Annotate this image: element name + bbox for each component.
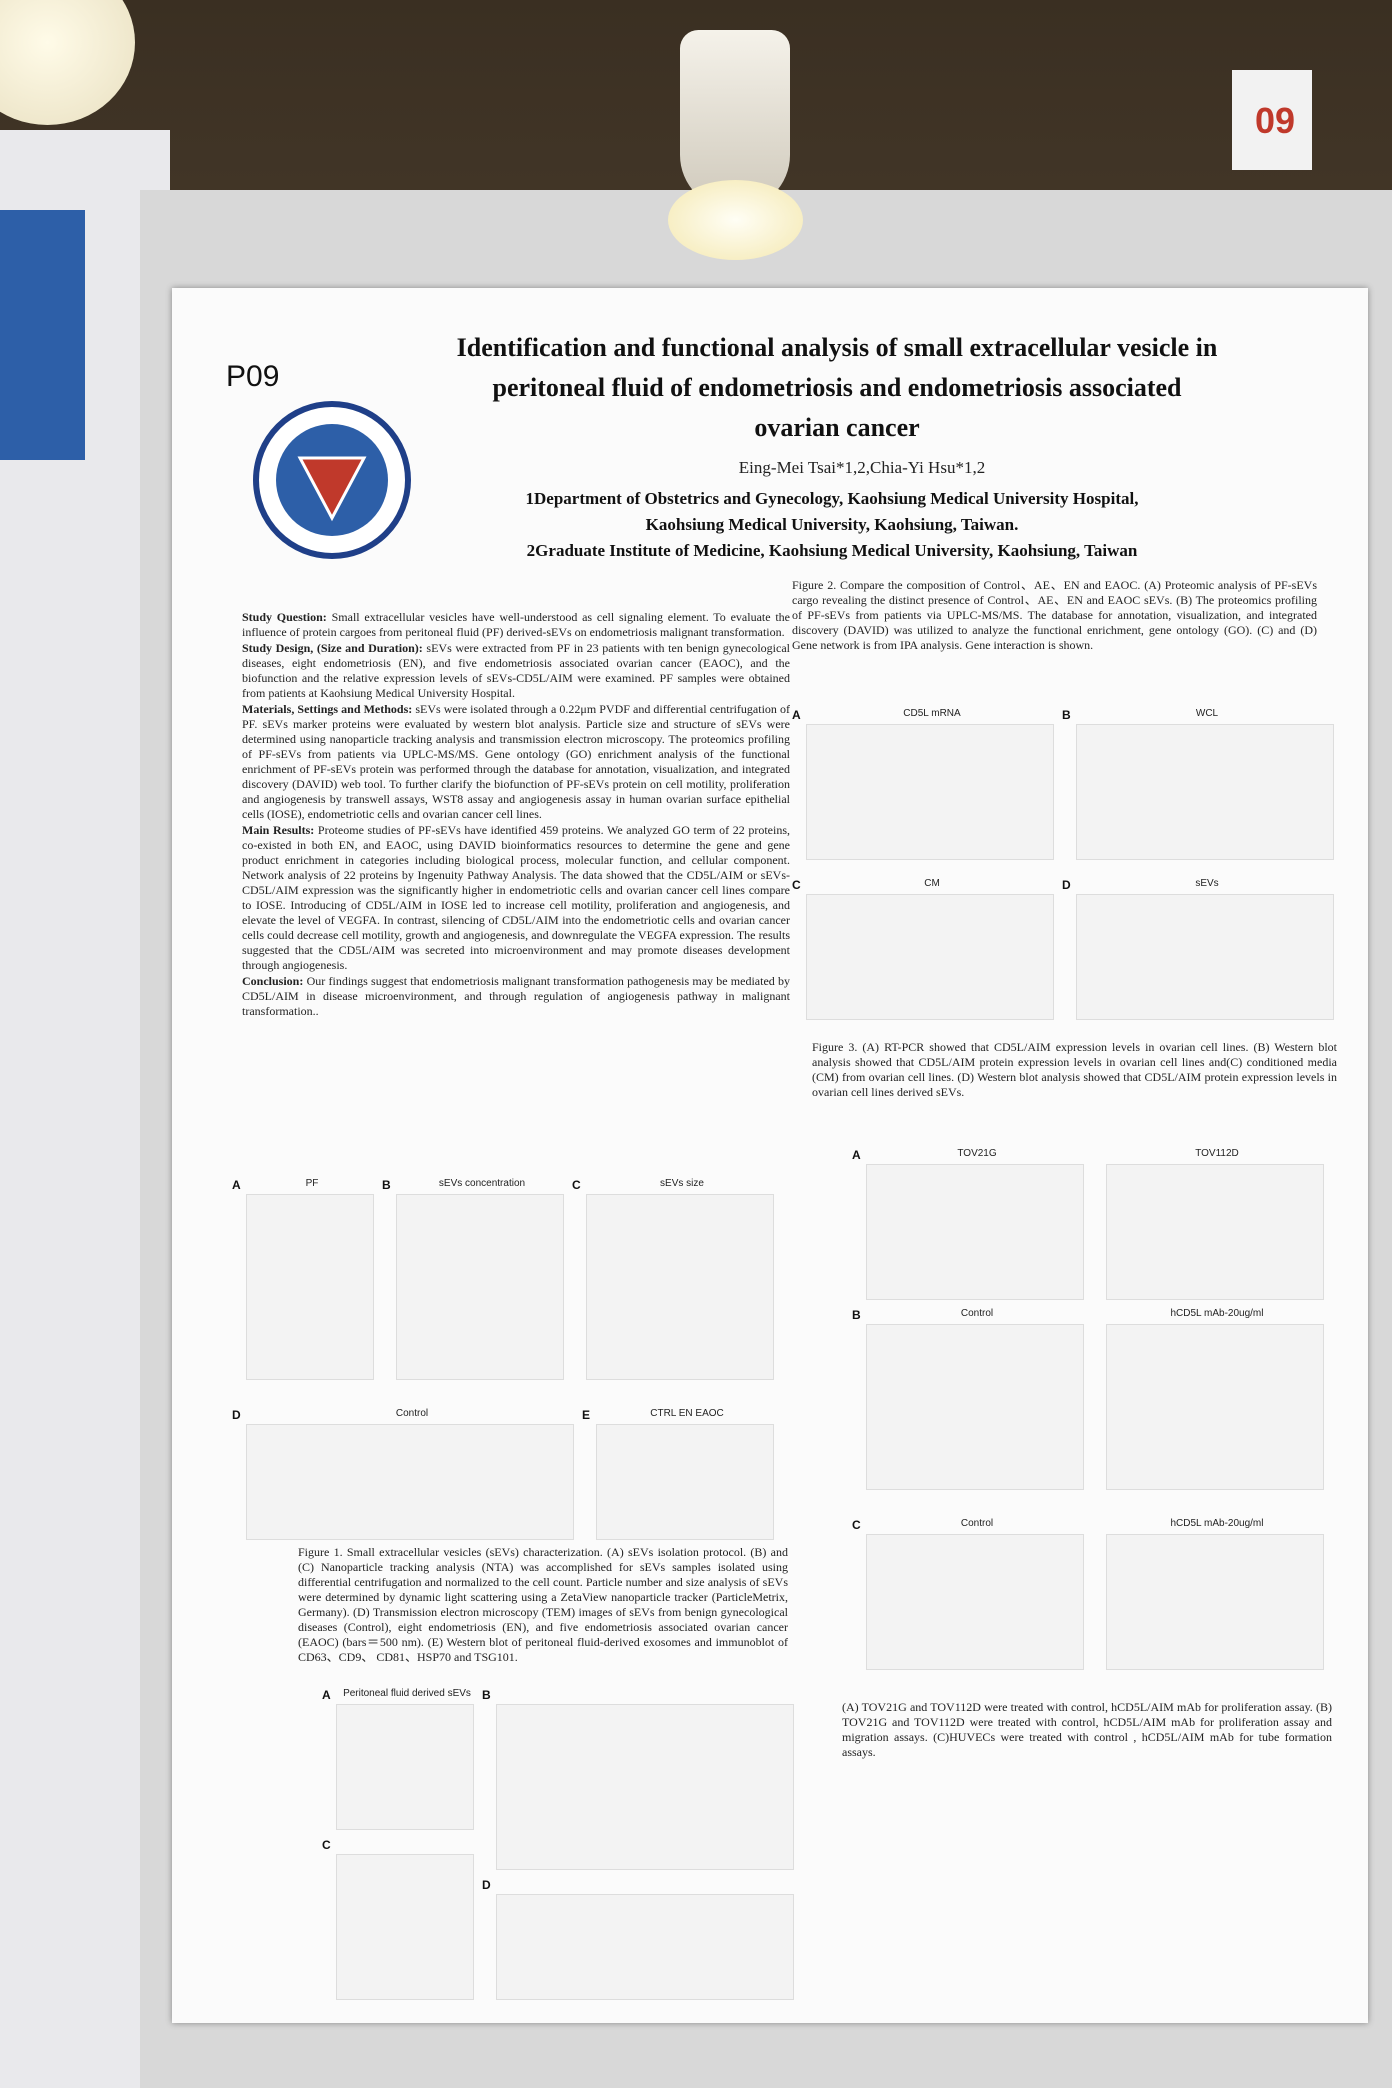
panel-title: WCL xyxy=(1195,708,1219,719)
title-line: peritoneal fluid of endometriosis and en… xyxy=(492,373,1182,402)
figure2-caption: Figure 2. Compare the composition of Con… xyxy=(792,578,1317,652)
figure-panel xyxy=(586,1194,774,1380)
booth-number: 09 xyxy=(1255,100,1296,141)
lamp-bulb xyxy=(668,180,803,260)
panel-letter: D xyxy=(232,1408,241,1422)
figure1-caption: Figure 1. Small extracellular vesicles (… xyxy=(298,1545,788,1664)
panel-title: CD5L mRNA xyxy=(903,708,961,719)
figure-panel xyxy=(866,1534,1084,1670)
panel-letter: C xyxy=(852,1518,861,1532)
figure-panel xyxy=(336,1854,474,2000)
panel-letter: C xyxy=(792,878,801,892)
panel-title: TOV21G xyxy=(957,1148,997,1159)
lamp-left xyxy=(0,0,135,125)
figure4: A TOV21G TOV112D B Control hCD5L mAb-20ug/ml C… xyxy=(852,1148,1332,1670)
panel-letter: B xyxy=(1062,708,1071,722)
section-text: Proteome studies of PF-sEVs have identif… xyxy=(242,823,791,972)
section: Study Design, (Size and Duration): sEVs … xyxy=(242,641,790,701)
figure-panel xyxy=(1106,1534,1324,1670)
abstract: Study Question: Small extracellular vesi… xyxy=(242,610,790,1020)
figure-panel xyxy=(1076,724,1334,860)
figure-panel xyxy=(1106,1324,1324,1490)
affiliations: 1Department of Obstetrics and Gynecology… xyxy=(432,486,1232,564)
panel-title: Control xyxy=(960,1308,994,1319)
figure3-caption: Figure 3. (A) RT-PCR showed that CD5L/AI… xyxy=(812,1040,1337,1099)
section-text: Small extracellular vesicles have well-u… xyxy=(242,610,791,639)
panel-letter: D xyxy=(482,1878,491,1892)
left-poster-band xyxy=(0,210,85,460)
panel-title: sEVs concentration xyxy=(438,1178,526,1189)
title-block: Identification and functional analysis o… xyxy=(332,328,1342,448)
figure-panel xyxy=(1106,1164,1324,1300)
panel-title: Control xyxy=(960,1518,994,1529)
panel-letter: A xyxy=(232,1178,241,1192)
panel-title: CM xyxy=(924,878,940,889)
section: Main Results: Proteome studies of PF-sEV… xyxy=(242,823,790,973)
panel-letter: E xyxy=(582,1408,591,1422)
figure2: A Peritoneal fluid derived sEVs B C D xyxy=(322,1688,794,2000)
panel-title: sEVs xyxy=(1195,878,1219,889)
section-heading: Study Design, (Size and Duration): xyxy=(242,641,423,655)
panel-letter: B xyxy=(382,1178,391,1192)
panel-title: Control xyxy=(395,1408,429,1419)
affiliation: Kaohsiung Medical University, Kaohsiung,… xyxy=(645,515,1019,534)
panel-title: CTRL EN EAOC xyxy=(650,1408,724,1419)
figure-panel xyxy=(596,1424,774,1540)
panel-letter: A xyxy=(322,1688,331,1702)
title-line: ovarian cancer xyxy=(754,413,920,442)
poster-id: P09 xyxy=(226,360,280,393)
panel-letter: B xyxy=(852,1308,861,1322)
figure-panel xyxy=(496,1704,794,1870)
section: Study Question: Small extracellular vesi… xyxy=(242,610,790,640)
panel-letter: B xyxy=(482,1688,491,1702)
title-line: Identification and functional analysis o… xyxy=(456,333,1218,362)
panel-title: Peritoneal fluid derived sEVs xyxy=(343,1688,471,1699)
figure-panel xyxy=(496,1894,794,2000)
affiliation: 2Graduate Institute of Medicine, Kaohsiu… xyxy=(526,541,1138,560)
section-text: Our findings suggest that endometriosis … xyxy=(242,974,791,1018)
section-text: sEVs were extracted from PF in 23 patien… xyxy=(242,641,790,700)
section-heading: Main Results: xyxy=(242,823,315,837)
figure-panel xyxy=(866,1324,1084,1490)
figure-panel xyxy=(866,1164,1084,1300)
section-heading: Conclusion: xyxy=(242,974,304,988)
panel-letter: A xyxy=(792,708,801,722)
logo xyxy=(253,401,411,559)
panel-title: hCD5L mAb-20ug/ml xyxy=(1170,1308,1264,1319)
figure-panel xyxy=(246,1194,374,1380)
booth-sign xyxy=(1232,70,1312,170)
figure-panel xyxy=(336,1704,474,1830)
panel-title: PF xyxy=(305,1178,319,1189)
figure-panel xyxy=(806,894,1054,1020)
section-heading: Study Question: xyxy=(242,610,327,624)
figure-panel xyxy=(806,724,1054,860)
figure-panel xyxy=(396,1194,564,1380)
panel-letter: C xyxy=(572,1178,581,1192)
figure-panel xyxy=(246,1424,574,1540)
section-heading: Materials, Settings and Methods: xyxy=(242,702,413,716)
panel-letter: A xyxy=(852,1148,861,1162)
panel-title: TOV112D xyxy=(1195,1148,1239,1159)
authors: Eing-Mei Tsai*1,2,Chia-Yi Hsu*1,2 xyxy=(738,458,986,477)
section: Conclusion: Our findings suggest that en… xyxy=(242,974,790,1019)
panel-title: hCD5L mAb-20ug/ml xyxy=(1170,1518,1264,1529)
figure-panel xyxy=(1076,894,1334,1020)
panel-title: sEVs size xyxy=(660,1178,704,1189)
section-text: sEVs were isolated through a 0.22μm PVDF… xyxy=(242,702,790,821)
panel-letter: C xyxy=(322,1838,331,1852)
poster: P09 Identification and functional analys… xyxy=(172,288,1368,2023)
figure4-caption: (A) TOV21G and TOV112D were treated with… xyxy=(842,1700,1332,1759)
section: Materials, Settings and Methods: sEVs we… xyxy=(242,702,790,822)
panel-letter: D xyxy=(1062,878,1071,892)
affiliation: 1Department of Obstetrics and Gynecology… xyxy=(525,489,1139,508)
